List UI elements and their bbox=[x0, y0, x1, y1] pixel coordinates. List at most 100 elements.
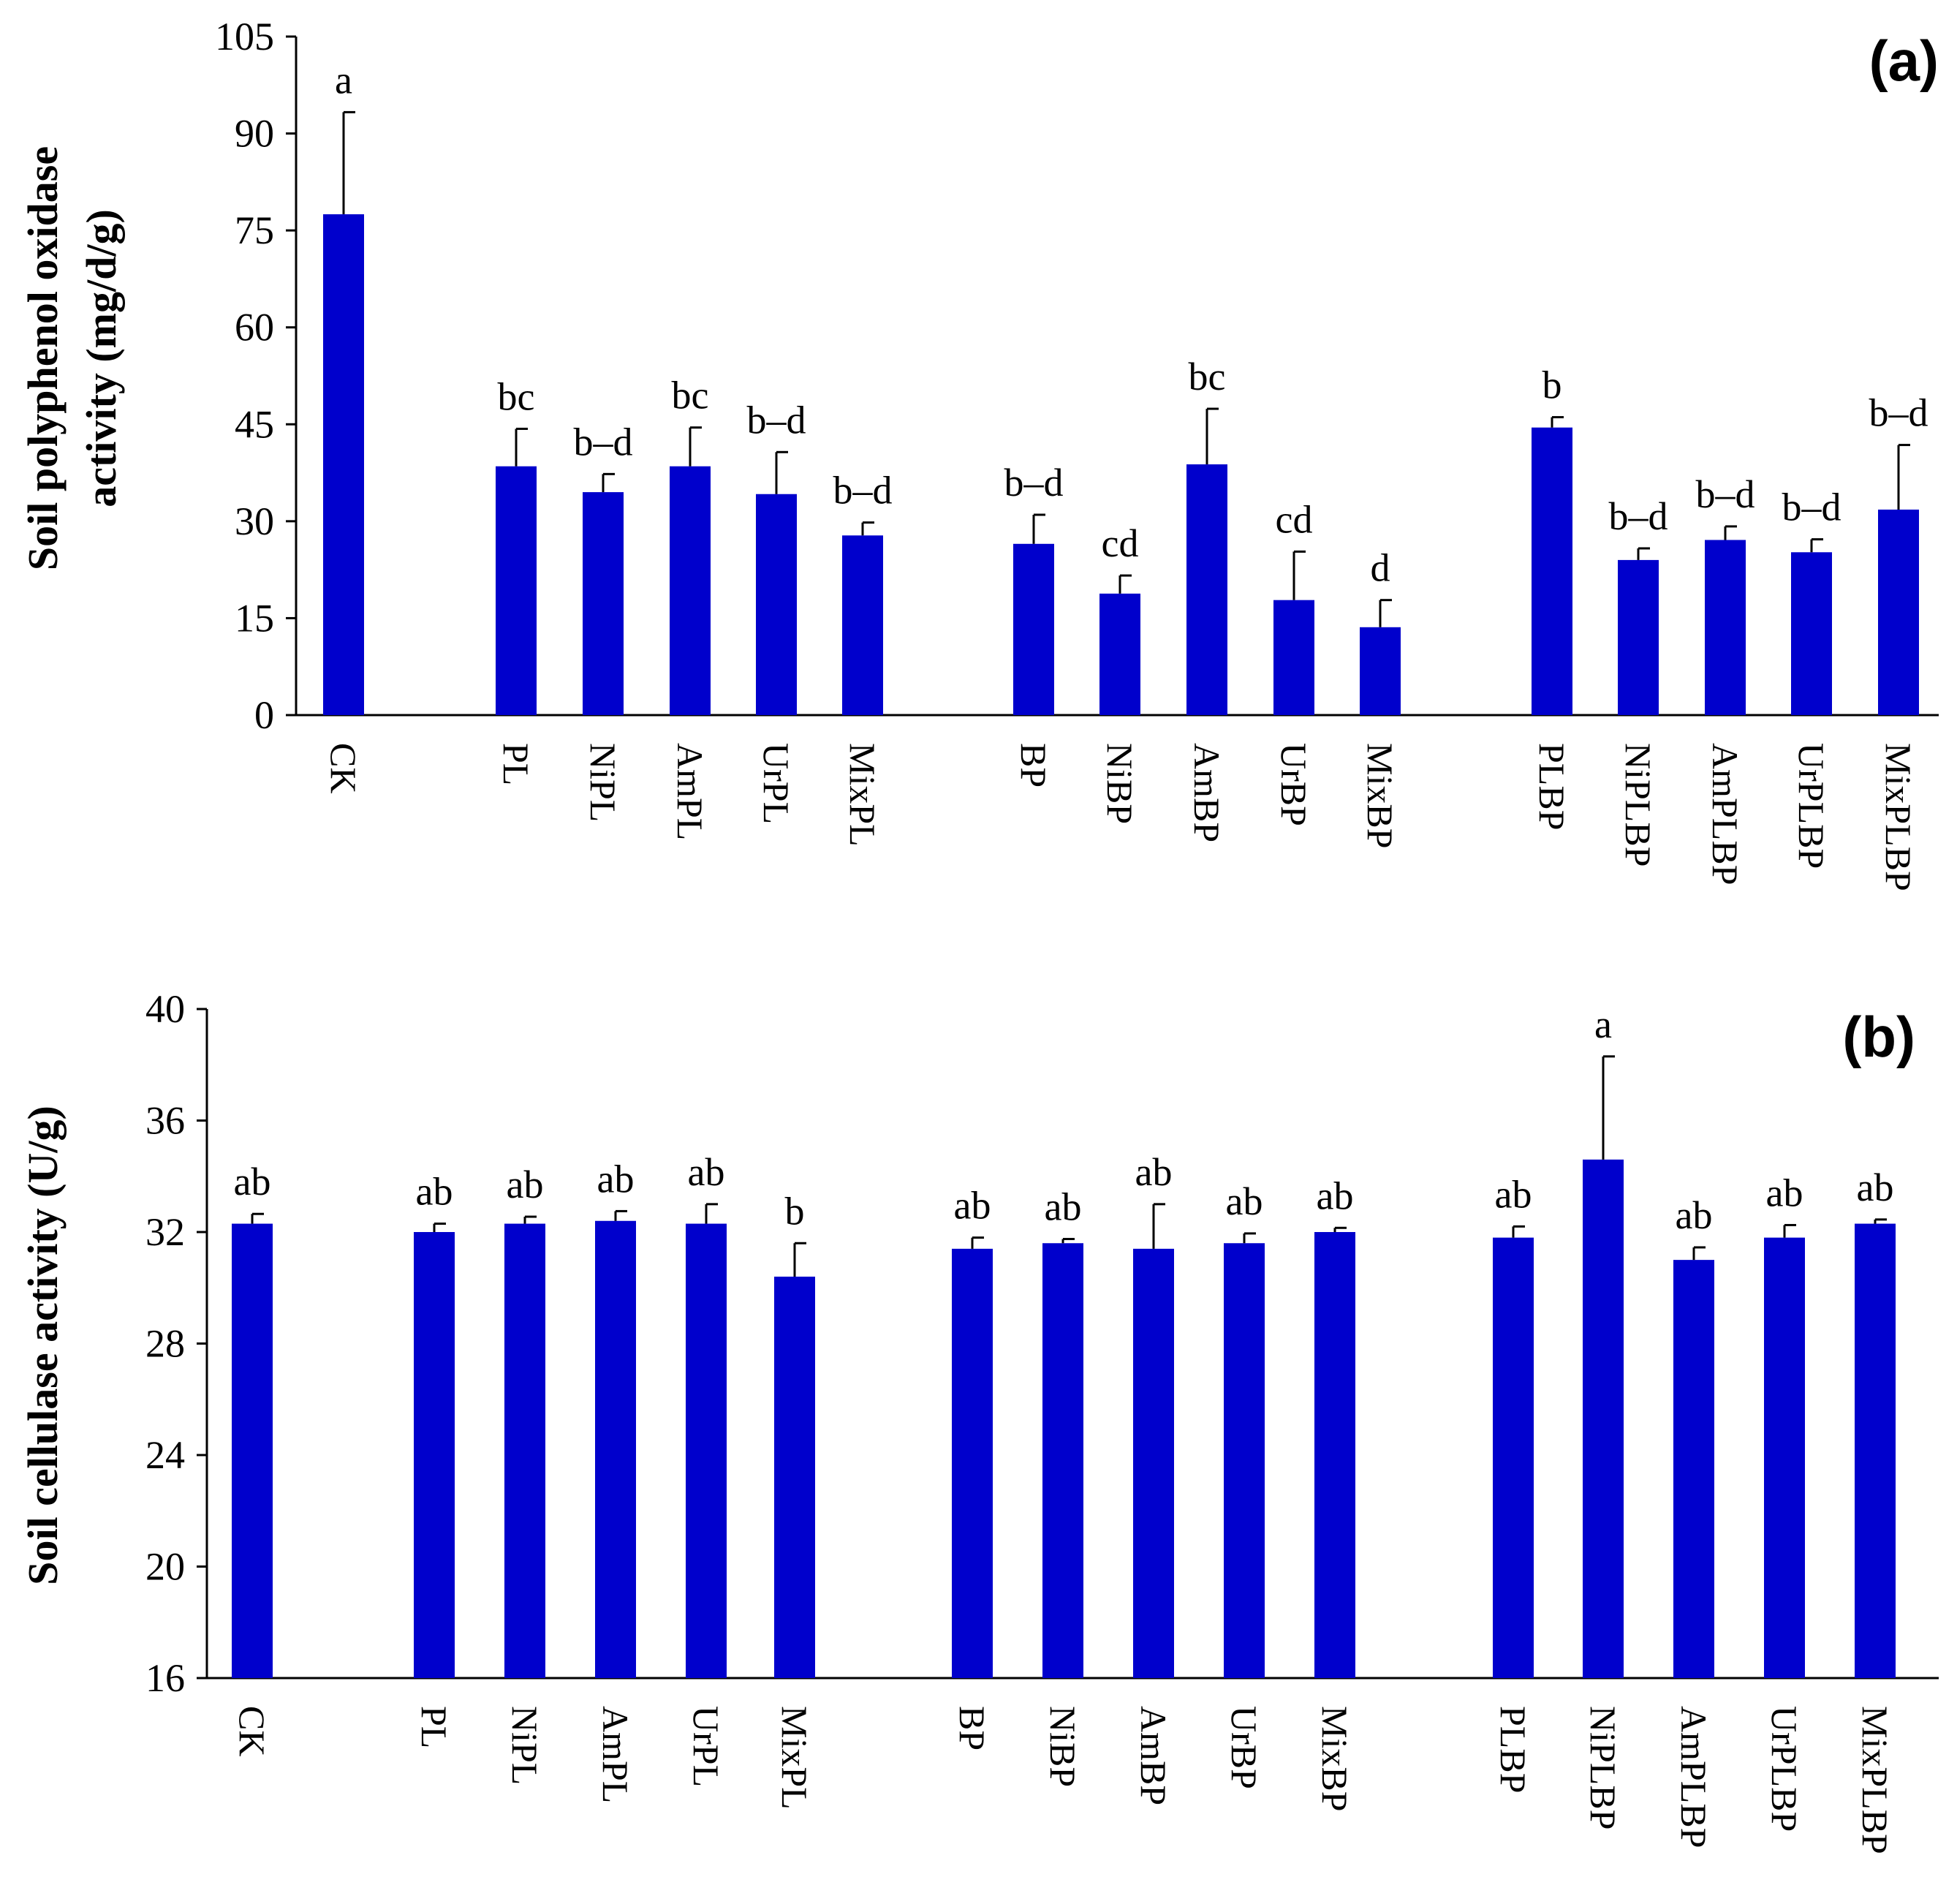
significance-letter: bc bbox=[1189, 355, 1226, 398]
significance-letter: d bbox=[1371, 546, 1390, 590]
bar bbox=[1493, 1237, 1534, 1678]
category-label: UrBP bbox=[1273, 743, 1314, 826]
significance-letter: ab bbox=[1857, 1166, 1894, 1209]
significance-letter: bc bbox=[672, 374, 709, 418]
bar bbox=[1583, 1159, 1624, 1678]
significance-letter: cd bbox=[1276, 497, 1313, 541]
bar bbox=[1042, 1243, 1083, 1678]
panel-b-label: (b) bbox=[1842, 1005, 1915, 1069]
y-tick-label: 24 bbox=[145, 1433, 185, 1477]
category-label: BP bbox=[1013, 743, 1054, 787]
bar bbox=[1013, 543, 1054, 715]
category-label: MixPL bbox=[774, 1706, 815, 1810]
y-tick-label: 90 bbox=[235, 112, 274, 156]
significance-letter: ab bbox=[1495, 1172, 1532, 1216]
bar bbox=[842, 535, 883, 715]
category-label: MixPL bbox=[842, 743, 883, 847]
y-tick-label: 40 bbox=[145, 987, 185, 1031]
bar bbox=[1791, 552, 1832, 715]
category-label: CK bbox=[232, 1706, 273, 1756]
panel-a-marks: 0 15 30 45 60 75 90 105 a CK bc PL b–d NiPL bc AmPL b–d U… bbox=[215, 15, 1939, 891]
category-label: UrPLBP bbox=[1764, 1706, 1805, 1832]
category-label: AmPL bbox=[595, 1706, 636, 1803]
bar bbox=[686, 1223, 727, 1678]
category-label: NiBP bbox=[1099, 743, 1140, 824]
significance-letter: ab bbox=[597, 1157, 635, 1201]
significance-letter: b–d bbox=[747, 398, 806, 442]
category-label: BP bbox=[952, 1706, 993, 1750]
category-label: PLBP bbox=[1532, 743, 1572, 831]
category-label: NiBP bbox=[1042, 1706, 1083, 1787]
bar bbox=[1855, 1223, 1896, 1678]
y-tick-label: 36 bbox=[145, 1099, 185, 1143]
bar bbox=[1878, 509, 1919, 715]
significance-letter: ab bbox=[234, 1160, 271, 1204]
significance-letter: b bbox=[785, 1189, 805, 1233]
panel-b-ylabel: Soil cellulase activity (U/g) bbox=[19, 1106, 67, 1585]
category-label: UrPL bbox=[756, 743, 797, 824]
bar bbox=[1618, 559, 1659, 715]
y-tick-label: 28 bbox=[145, 1322, 185, 1366]
significance-letter: b–d bbox=[833, 469, 893, 513]
significance-letter: ab bbox=[688, 1150, 725, 1194]
bar bbox=[1133, 1248, 1174, 1678]
panel-a-polyphenol-oxidase: (a) Soil polyphenol oxidase activity (mg… bbox=[19, 15, 1939, 891]
significance-letter: ab bbox=[954, 1184, 991, 1228]
category-label: MixBP bbox=[1360, 743, 1401, 849]
category-label: UrPLBP bbox=[1791, 743, 1832, 869]
significance-letter: ab bbox=[1766, 1171, 1803, 1214]
significance-letter: ab bbox=[1676, 1193, 1713, 1237]
category-label: AmPL bbox=[670, 743, 711, 840]
significance-letter: a bbox=[1594, 1002, 1612, 1046]
bar bbox=[756, 494, 797, 715]
bar bbox=[1099, 593, 1140, 715]
y-tick-label: 30 bbox=[235, 499, 274, 543]
panel-a-ylabel-line-1: Soil polyphenol oxidase bbox=[19, 146, 67, 570]
y-tick-label: 20 bbox=[145, 1545, 185, 1589]
bar bbox=[583, 492, 624, 715]
y-tick-label: 16 bbox=[145, 1656, 185, 1700]
y-tick-label: 75 bbox=[235, 208, 274, 252]
significance-letter: b–d bbox=[1696, 472, 1755, 516]
bar bbox=[232, 1223, 273, 1678]
category-label: NiPL bbox=[583, 743, 624, 822]
y-tick-label: 105 bbox=[215, 15, 274, 58]
bar bbox=[496, 466, 537, 715]
bar bbox=[1705, 540, 1746, 715]
significance-letter: ab bbox=[1226, 1179, 1263, 1223]
category-label: AmPLBP bbox=[1673, 1706, 1714, 1848]
significance-letter: b–d bbox=[1609, 494, 1668, 538]
category-label: PLBP bbox=[1493, 1706, 1534, 1794]
significance-letter: b–d bbox=[1869, 391, 1928, 435]
significance-letter: bc bbox=[498, 374, 535, 418]
category-label: NiPL bbox=[504, 1706, 545, 1785]
significance-letter: ab bbox=[416, 1170, 453, 1214]
significance-letter: cd bbox=[1102, 521, 1139, 565]
bar bbox=[1273, 600, 1314, 715]
significance-letter: ab bbox=[1045, 1185, 1082, 1229]
category-label: AmBP bbox=[1133, 1706, 1174, 1805]
panel-b-marks: 16202428323640abCKabPLabNiPLabAmPLabUrPL… bbox=[145, 987, 1939, 1854]
bar bbox=[595, 1220, 636, 1678]
bar bbox=[1224, 1243, 1265, 1678]
bar bbox=[323, 214, 364, 715]
significance-letter: b–d bbox=[574, 420, 633, 464]
category-label: MixBP bbox=[1314, 1706, 1355, 1812]
y-tick-label: 0 bbox=[254, 693, 274, 737]
bar bbox=[952, 1248, 993, 1678]
bar bbox=[1532, 427, 1572, 715]
significance-letter: ab bbox=[1317, 1174, 1354, 1217]
significance-letter: b bbox=[1542, 363, 1562, 407]
significance-letter: b–d bbox=[1782, 486, 1841, 529]
category-label: PL bbox=[496, 743, 537, 785]
y-tick-label: 60 bbox=[235, 306, 274, 350]
category-label: MixPLBP bbox=[1878, 743, 1919, 891]
category-label: AmBP bbox=[1186, 743, 1227, 842]
significance-letter: ab bbox=[1135, 1150, 1173, 1194]
category-label: NiPLBP bbox=[1618, 743, 1659, 867]
y-tick-label: 15 bbox=[235, 596, 274, 640]
significance-letter: b–d bbox=[1004, 461, 1064, 505]
category-label: MixPLBP bbox=[1855, 1706, 1896, 1854]
category-label: UrPL bbox=[686, 1706, 727, 1787]
